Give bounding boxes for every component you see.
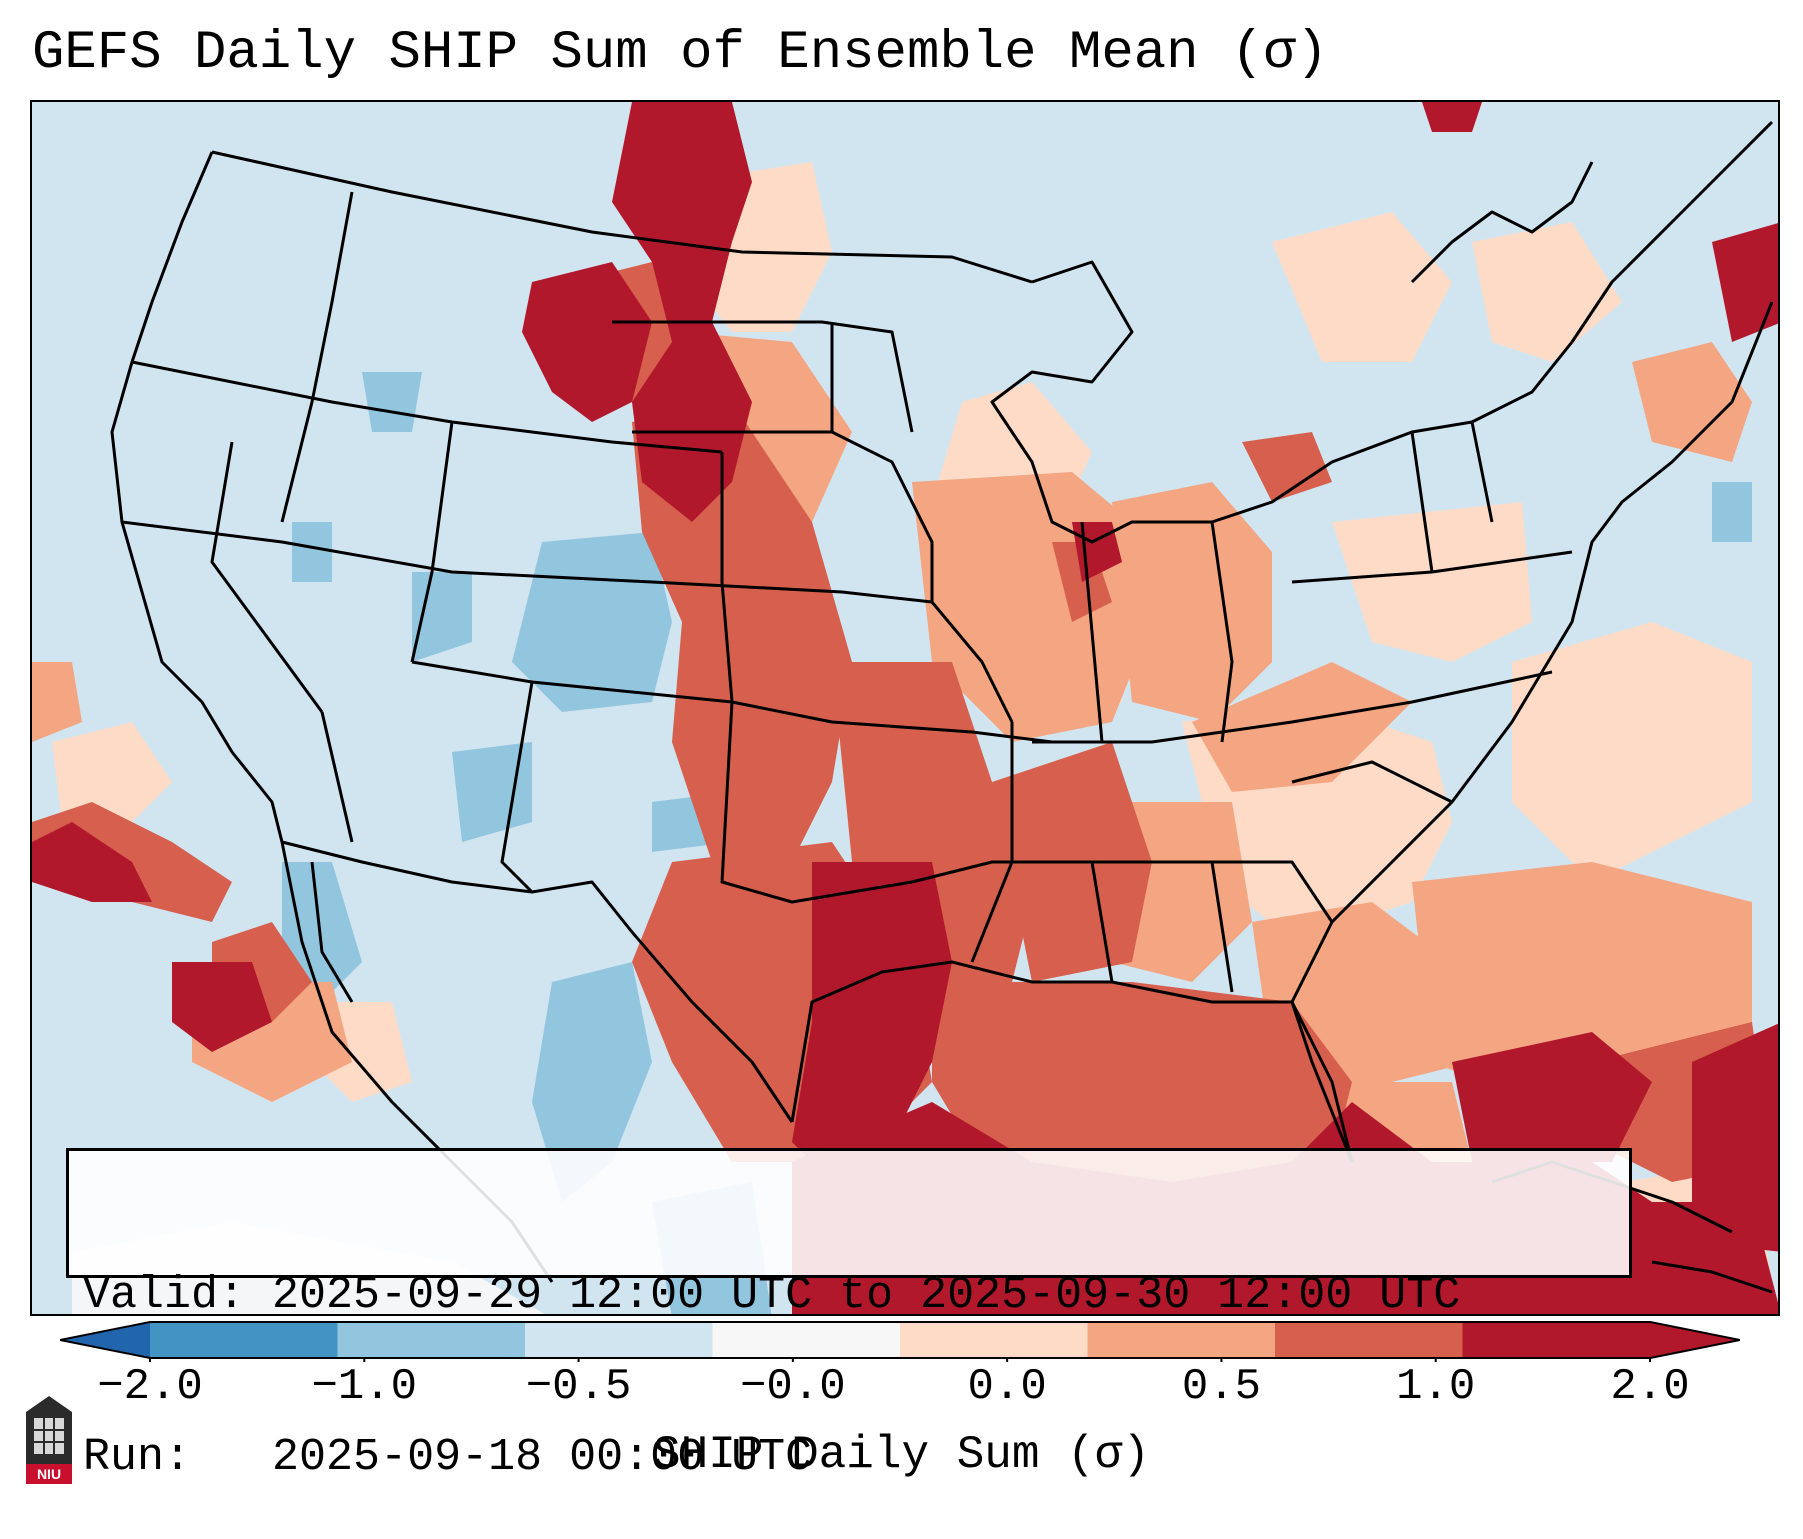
colorbar-tick-label: 2.0 [1610, 1362, 1690, 1412]
niu-logo-text: NIU [37, 1466, 61, 1482]
map-title: GEFS Daily SHIP Sum of Ensemble Mean (σ) [32, 23, 1329, 84]
colorbar-segment [525, 1322, 713, 1358]
colorbar-segment [150, 1322, 338, 1358]
valid-run-info-box: Valid: 2025-09-29 12:00 UTC to 2025-09-3… [66, 1148, 1632, 1483]
colorbar-tick-label: −0.0 [740, 1362, 846, 1412]
colorbar-tick-label: 0.0 [967, 1362, 1047, 1412]
map-canvas [32, 102, 1778, 1314]
colorbar-segment [1087, 1322, 1276, 1358]
colorbar-tick-label: −1.0 [311, 1362, 418, 1412]
colorbar-tick-label: 0.5 [1181, 1362, 1262, 1412]
valid-value: 2025-09-29 12:00 UTC to 2025-09-30 12:00… [272, 1270, 1461, 1321]
run-line: Run: 2025-09-18 00:00 UTC [83, 1431, 1629, 1485]
colorbar [60, 1321, 1740, 1362]
valid-label: Valid: [83, 1270, 246, 1321]
colorbar-segment [337, 1322, 526, 1358]
colorbar-tick-label: 1.0 [1396, 1362, 1476, 1412]
niu-logo-icon: NIU [26, 1396, 72, 1484]
colorbar-tick-label: −0.5 [525, 1362, 632, 1412]
map-panel[interactable] [30, 100, 1780, 1316]
valid-line: Valid: 2025-09-29 12:00 UTC to 2025-09-3… [83, 1269, 1629, 1323]
colorbar-segment [1275, 1322, 1463, 1358]
colorbar-segment [1462, 1322, 1651, 1358]
colorbar-extend-low [60, 1322, 150, 1358]
colorbar-label: SHIP Daily Sum (σ) [653, 1429, 1150, 1481]
run-label: Run: [83, 1432, 192, 1483]
colorbar-extend-high [1650, 1322, 1740, 1358]
colorbar-tick-label: −2.0 [97, 1362, 203, 1412]
colorbar-segment [900, 1322, 1088, 1358]
colorbar-segment [712, 1322, 901, 1358]
run-value: 2025-09-18 00:00 UTC [272, 1432, 813, 1483]
